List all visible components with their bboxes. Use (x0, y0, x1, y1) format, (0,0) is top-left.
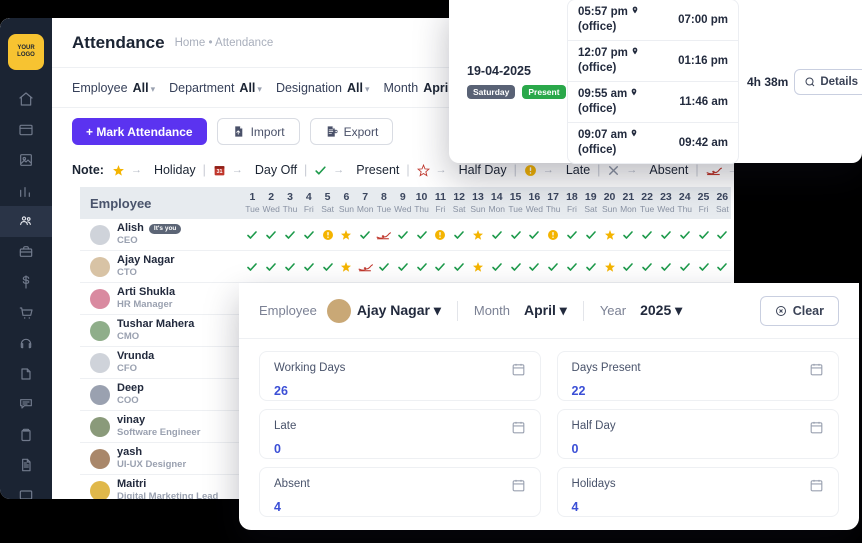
svg-text:31: 31 (216, 169, 222, 175)
